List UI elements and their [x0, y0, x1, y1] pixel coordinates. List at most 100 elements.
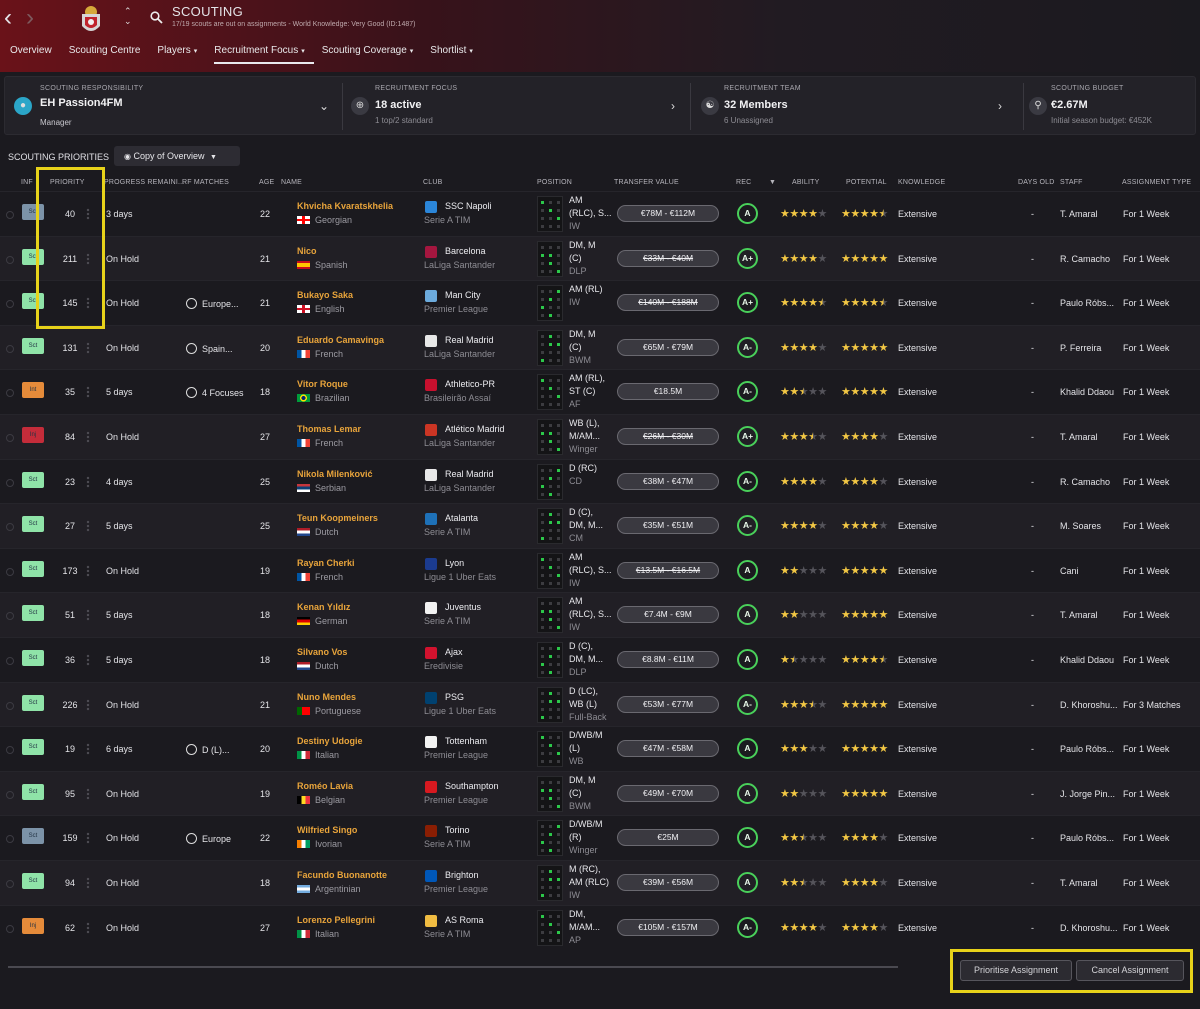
priority-value[interactable]: 35	[64, 387, 75, 398]
assigned-staff[interactable]: Cani	[1060, 565, 1079, 576]
league-name[interactable]: Serie A TIM	[424, 527, 471, 538]
club-name[interactable]: Lyon	[445, 557, 465, 568]
assigned-staff[interactable]: Paulo Róbs...	[1060, 744, 1115, 755]
rf-matches[interactable]: Europe	[186, 833, 231, 845]
info-indicator[interactable]	[6, 746, 14, 755]
table-row[interactable]: Sct 145 On Hold Europe... 21 Bukayo Saka Engli…	[0, 280, 1200, 325]
tab-players[interactable]: Players ▾	[157, 45, 206, 64]
updown-icon[interactable]: ⌃ ⌄	[124, 6, 132, 26]
transfer-value-pill[interactable]: €35M - €51M	[617, 517, 719, 535]
transfer-value-pill[interactable]: €47M - €58M	[617, 740, 719, 758]
assigned-staff[interactable]: Paulo Róbs...	[1060, 833, 1115, 844]
league-name[interactable]: Serie A TIM	[424, 839, 471, 850]
drag-handle-icon[interactable]	[86, 921, 90, 934]
col-name[interactable]: NAME	[281, 179, 303, 186]
forward-arrow-icon[interactable]: ›	[26, 4, 34, 31]
league-name[interactable]: Ligue 1 Uber Eats	[424, 705, 497, 716]
assigned-staff[interactable]: Paulo Róbs...	[1060, 298, 1115, 309]
rf-matches[interactable]: D (L)...	[186, 744, 230, 756]
drag-handle-icon[interactable]	[86, 877, 90, 889]
tab-recruitment-focus[interactable]: Recruitment Focus ▾	[214, 45, 314, 64]
report-badge[interactable]: Inj	[22, 427, 44, 443]
league-name[interactable]: LaLiga Santander	[424, 259, 496, 270]
rf-matches[interactable]: Europe...	[186, 298, 239, 310]
assigned-staff[interactable]: J. Jorge Pin...	[1060, 788, 1116, 799]
col-rec[interactable]: REC	[736, 179, 752, 186]
view-selector[interactable]: ◉ Copy of Overview ▼	[114, 146, 240, 166]
back-arrow-icon[interactable]: ‹	[4, 4, 12, 31]
assigned-staff[interactable]: D. Khoroshu...	[1060, 699, 1118, 710]
drag-handle-icon[interactable]	[86, 475, 90, 488]
priority-value[interactable]: 94	[64, 878, 75, 888]
club-name[interactable]: Athletico-PR	[445, 379, 496, 390]
player-name[interactable]: Destiny Udogie	[297, 736, 363, 747]
league-name[interactable]: Brasileirão Assaí	[424, 393, 492, 404]
table-row[interactable]: Sct 51 5 days 18 Kenan Yıldız German Juventus S…	[0, 592, 1200, 637]
table-row[interactable]: Sct 19 6 days D (L)... 20 Destiny Udogie Itali…	[0, 726, 1200, 771]
drag-handle-icon[interactable]	[86, 431, 90, 443]
transfer-value-pill[interactable]: €26M - €30M	[617, 428, 719, 445]
player-name[interactable]: Eduardo Camavinga	[297, 334, 385, 345]
transfer-value-pill[interactable]: €78M - €112M	[617, 205, 719, 222]
priority-value[interactable]: 62	[64, 922, 75, 933]
info-indicator[interactable]	[6, 211, 14, 219]
league-name[interactable]: Eredivisie	[424, 661, 464, 671]
assigned-staff[interactable]: T. Amaral	[1060, 878, 1098, 888]
player-name[interactable]: Facundo Buonanotte	[297, 870, 387, 880]
table-row[interactable]: Sct 159 On Hold Europe 22 Wilfried Singo Ivori…	[0, 815, 1200, 860]
responsibility-card[interactable]: ● SCOUTING RESPONSIBILITY EH Passion4FM …	[5, 77, 345, 136]
club-name[interactable]: Man City	[445, 290, 481, 301]
info-indicator[interactable]	[6, 523, 14, 532]
report-badge[interactable]: Sct	[22, 471, 44, 488]
priority-value[interactable]: 226	[62, 699, 78, 710]
info-indicator[interactable]	[6, 924, 14, 933]
info-indicator[interactable]	[6, 434, 14, 442]
player-name[interactable]: Lorenzo Pellegrini	[297, 914, 376, 925]
drag-handle-icon[interactable]	[86, 609, 90, 622]
col-days-old[interactable]: DAYS OLD	[1018, 179, 1055, 186]
assigned-staff[interactable]: Khalid Ddaou	[1060, 655, 1115, 665]
club-crest-icon[interactable]	[76, 2, 106, 38]
drag-handle-icon[interactable]	[86, 564, 90, 577]
drag-handle-icon[interactable]	[86, 341, 90, 354]
drag-handle-icon[interactable]	[86, 832, 90, 845]
report-badge[interactable]: Sct	[22, 739, 44, 756]
league-name[interactable]: Ligue 1 Uber Eats	[424, 571, 497, 582]
player-name[interactable]: Wilfried Singo	[297, 825, 358, 836]
assigned-staff[interactable]: Khalid Ddaou	[1060, 387, 1115, 398]
tab-shortlist[interactable]: Shortlist ▾	[430, 45, 482, 64]
transfer-value-pill[interactable]: €18.5M	[617, 383, 719, 401]
info-indicator[interactable]	[6, 657, 14, 665]
rf-matches[interactable]: Spain...	[186, 342, 233, 354]
transfer-value-pill[interactable]: €25M	[617, 829, 719, 847]
club-name[interactable]: Juventus	[445, 602, 482, 613]
col-age[interactable]: AGE	[259, 179, 275, 186]
club-name[interactable]: AS Roma	[445, 914, 484, 925]
info-indicator[interactable]	[6, 389, 14, 398]
col-position[interactable]: POSITION	[537, 179, 573, 186]
table-row[interactable]: Sct 131 On Hold Spain... 20 Eduardo Camavinga…	[0, 324, 1200, 370]
transfer-value-pill[interactable]: €65M - €79M	[617, 338, 719, 356]
col-club[interactable]: CLUB	[423, 179, 443, 186]
club-name[interactable]: Barcelona	[445, 245, 486, 256]
report-badge[interactable]: Sct	[22, 650, 44, 666]
assigned-staff[interactable]: T. Amaral	[1060, 432, 1098, 442]
transfer-value-pill[interactable]: €33M - €40M	[617, 249, 719, 267]
chevron-right-icon[interactable]: ›	[671, 99, 675, 113]
transfer-value-pill[interactable]: €53M - €77M	[617, 695, 719, 713]
player-name[interactable]: Teun Koopmeiners	[297, 513, 378, 524]
info-indicator[interactable]	[6, 478, 14, 487]
player-name[interactable]: Nikola Milenković	[297, 468, 373, 479]
info-indicator[interactable]	[6, 300, 14, 309]
priority-value[interactable]: 173	[62, 565, 78, 576]
table-row[interactable]: Sct 27 5 days 25 Teun Koopmeiners Dutch Atalan…	[0, 503, 1200, 548]
league-name[interactable]: Serie A TIM	[424, 616, 471, 627]
col-priority[interactable]: PRIORITY	[50, 179, 85, 186]
report-badge[interactable]: Sct	[22, 828, 44, 845]
player-name[interactable]: Nuno Mendes	[297, 691, 357, 702]
priority-value[interactable]: 23	[64, 476, 75, 487]
chevron-right-icon[interactable]: ›	[998, 99, 1002, 113]
info-indicator[interactable]	[6, 835, 14, 844]
col-ability[interactable]: ABILITY	[792, 179, 820, 186]
table-row[interactable]: Sct 173 On Hold 19 Rayan Cherki French Lyon Lig…	[0, 547, 1200, 593]
